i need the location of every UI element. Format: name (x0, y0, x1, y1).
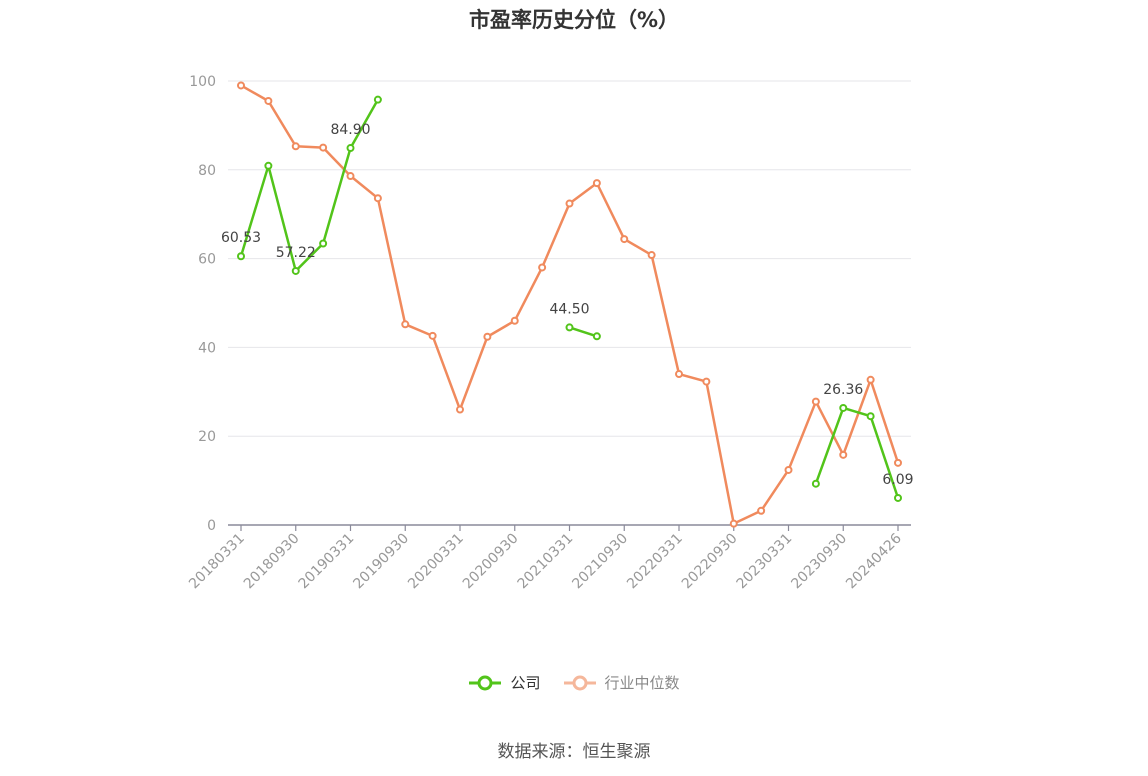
y-axis: 0 20 40 60 80 100 (189, 74, 216, 534)
data-point (346, 144, 355, 153)
data-point (237, 252, 245, 261)
x-tick-label: 20240426 (843, 530, 905, 592)
gridlines (228, 80, 911, 437)
x-tick-label: 20180331 (186, 531, 248, 593)
data-point (565, 323, 574, 332)
y-tick-label: 0 (207, 518, 216, 534)
y-tick-label: 40 (198, 340, 216, 356)
x-tick-label: 20200930 (460, 531, 522, 593)
data-point (346, 172, 355, 181)
data-point (264, 96, 273, 105)
legend-company-marker-icon (469, 675, 502, 690)
x-tick-label: 20210930 (569, 531, 631, 593)
data-point (538, 263, 547, 272)
data-point (592, 179, 601, 188)
x-tick-label: 20210331 (515, 531, 577, 593)
data-point (784, 465, 793, 474)
series-industry (237, 81, 902, 528)
series-company (237, 95, 902, 502)
data-point (620, 235, 629, 244)
data-label: 26.36 (823, 382, 863, 398)
legend-item-industry[interactable]: 行业中位数 (563, 672, 680, 693)
data-label: 44.50 (549, 301, 589, 317)
legend: 公司 行业中位数 (0, 672, 1148, 693)
data-point (373, 95, 382, 104)
y-tick-label: 80 (198, 163, 216, 179)
series-lines (237, 81, 902, 528)
data-point (757, 506, 766, 515)
data-point (839, 403, 848, 412)
data-point (702, 377, 711, 386)
data-point (456, 405, 464, 414)
x-axis: 2018033120180930201903312019093020200331… (186, 524, 911, 593)
data-point (510, 316, 519, 325)
data-label: 57.22 (276, 245, 316, 261)
x-tick-label: 20190331 (296, 531, 358, 593)
data-point (811, 479, 820, 488)
y-tick-label: 100 (189, 74, 216, 90)
x-tick-label: 20220331 (624, 531, 686, 593)
data-point (319, 239, 328, 248)
data-labels: 60.53 57.22 84.90 44.50 26.36 6.09 (221, 122, 914, 488)
x-tick-label: 20180930 (241, 531, 303, 593)
data-point (866, 412, 875, 421)
data-point (264, 161, 273, 170)
data-point (291, 266, 300, 275)
x-tick-label: 20200331 (405, 531, 467, 593)
data-point (373, 194, 382, 203)
data-label: 84.90 (330, 122, 370, 138)
data-point (428, 331, 437, 340)
y-tick-label: 60 (198, 252, 216, 268)
data-point (866, 375, 875, 384)
series-line (569, 326, 598, 338)
data-point (565, 199, 574, 208)
data-point (647, 251, 656, 260)
data-point (483, 332, 492, 341)
data-point (894, 458, 902, 467)
legend-item-company[interactable]: 公司 (468, 672, 541, 693)
data-point (675, 370, 683, 379)
data-point (237, 81, 245, 90)
data-label: 6.09 (882, 472, 913, 488)
x-tick-label: 20220930 (679, 531, 741, 593)
legend-company-label: 公司 (510, 674, 541, 692)
legend-industry-marker-icon (563, 675, 596, 690)
x-tick-label: 20230930 (788, 531, 850, 593)
chart-title: 市盈率历史分位（%） (468, 8, 680, 32)
data-point (592, 332, 601, 341)
data-point (291, 142, 300, 151)
data-point (811, 397, 820, 406)
data-point (729, 519, 738, 528)
source-note: 数据来源：恒生聚源 (497, 742, 651, 762)
x-tick-label: 20230331 (734, 531, 796, 593)
data-point (839, 450, 848, 459)
data-label: 60.53 (221, 230, 261, 246)
data-point (401, 320, 410, 329)
y-tick-label: 20 (198, 429, 216, 445)
series-line (814, 406, 900, 499)
legend-industry-label: 行业中位数 (604, 674, 680, 692)
data-point (319, 143, 328, 152)
data-point (894, 493, 902, 502)
x-tick-label: 20190930 (350, 531, 412, 593)
series-line (239, 99, 379, 273)
